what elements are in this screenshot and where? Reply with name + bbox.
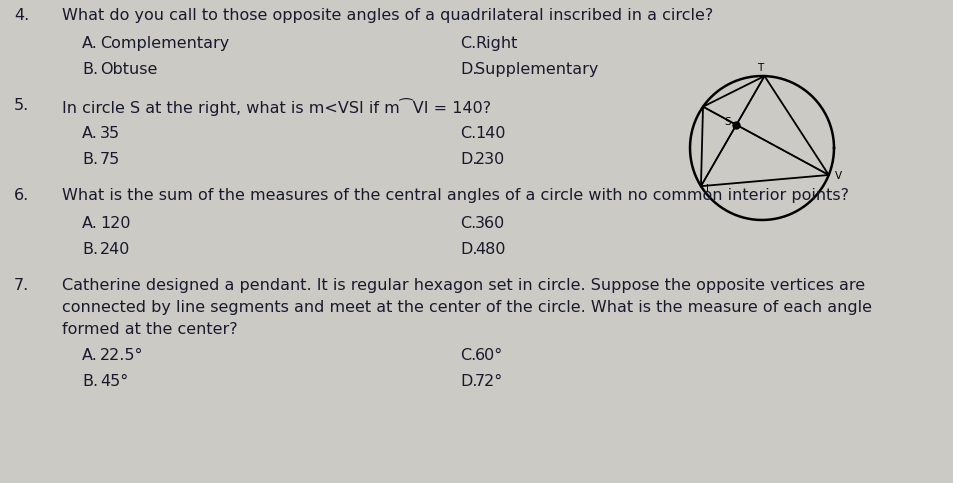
Text: Obtuse: Obtuse	[100, 62, 157, 77]
Text: Supplementary: Supplementary	[475, 62, 598, 77]
Text: 5.: 5.	[14, 98, 30, 113]
Text: C.: C.	[459, 126, 476, 141]
Text: B.: B.	[82, 152, 98, 167]
Text: A.: A.	[82, 216, 98, 231]
Text: T: T	[757, 63, 762, 73]
Text: V: V	[834, 171, 841, 181]
Text: Complementary: Complementary	[100, 36, 229, 51]
Text: 60°: 60°	[475, 348, 503, 363]
Text: D.: D.	[459, 242, 477, 257]
Text: D.: D.	[459, 62, 477, 77]
Text: Catherine designed a pendant. It is regular hexagon set in circle. Suppose the o: Catherine designed a pendant. It is regu…	[62, 278, 864, 293]
Text: 120: 120	[100, 216, 131, 231]
Text: In circle S at the right, what is m<VSI if m⁀VI = 140?: In circle S at the right, what is m<VSI …	[62, 98, 491, 116]
Text: formed at the center?: formed at the center?	[62, 322, 237, 337]
Text: D.: D.	[459, 152, 477, 167]
Text: 140: 140	[475, 126, 505, 141]
Text: S: S	[723, 117, 730, 127]
Text: 240: 240	[100, 242, 131, 257]
Text: 480: 480	[475, 242, 505, 257]
Text: 35: 35	[100, 126, 120, 141]
Text: connected by line segments and meet at the center of the circle. What is the mea: connected by line segments and meet at t…	[62, 300, 871, 315]
Text: 75: 75	[100, 152, 120, 167]
Text: 6.: 6.	[14, 188, 30, 203]
Text: B.: B.	[82, 374, 98, 389]
Text: What is the sum of the measures of the central angles of a circle with no common: What is the sum of the measures of the c…	[62, 188, 848, 203]
Text: A.: A.	[82, 36, 98, 51]
Text: 4.: 4.	[14, 8, 30, 23]
Text: C.: C.	[459, 36, 476, 51]
Text: B.: B.	[82, 62, 98, 77]
Text: D.: D.	[459, 374, 477, 389]
Text: Right: Right	[475, 36, 517, 51]
Text: 7.: 7.	[14, 278, 30, 293]
Text: 72°: 72°	[475, 374, 503, 389]
Text: I: I	[705, 184, 708, 194]
Text: 360: 360	[475, 216, 505, 231]
Text: 22.5°: 22.5°	[100, 348, 143, 363]
Text: C.: C.	[459, 348, 476, 363]
Text: C.: C.	[459, 216, 476, 231]
Text: 45°: 45°	[100, 374, 128, 389]
Text: A.: A.	[82, 126, 98, 141]
Text: 230: 230	[475, 152, 505, 167]
Text: B.: B.	[82, 242, 98, 257]
Text: What do you call to those opposite angles of a quadrilateral inscribed in a circ: What do you call to those opposite angle…	[62, 8, 713, 23]
Text: A.: A.	[82, 348, 98, 363]
